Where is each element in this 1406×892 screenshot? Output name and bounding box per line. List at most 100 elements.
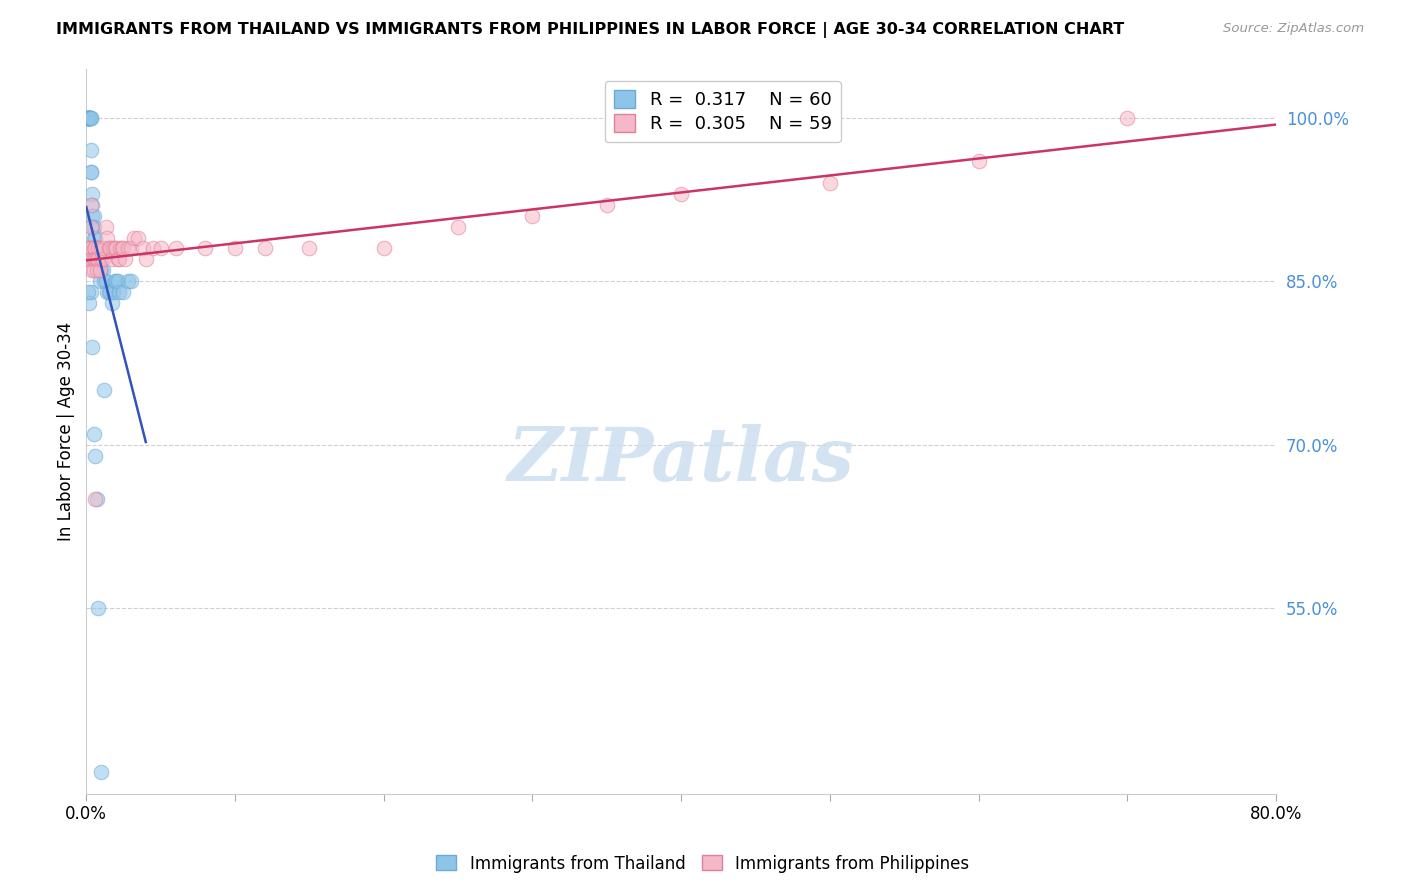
Point <box>94 274 117 288</box>
Point <box>253 242 276 256</box>
Point <box>1116 111 1139 125</box>
Point <box>818 176 841 190</box>
Point <box>100 296 122 310</box>
Point <box>87 601 110 615</box>
Point <box>132 242 155 256</box>
Point <box>87 252 110 267</box>
Point <box>76 111 98 125</box>
Point <box>107 274 129 288</box>
Point <box>107 252 129 267</box>
Point <box>83 242 105 256</box>
Point <box>86 252 108 267</box>
Point <box>105 242 128 256</box>
Point <box>98 285 121 299</box>
Point <box>82 219 104 234</box>
Point <box>83 209 105 223</box>
Point <box>83 263 105 277</box>
Point <box>86 242 108 256</box>
Point <box>82 340 104 354</box>
Point <box>87 242 110 256</box>
Point <box>298 242 321 256</box>
Point <box>82 263 104 277</box>
Point <box>80 242 103 256</box>
Point <box>120 242 142 256</box>
Point <box>82 209 104 223</box>
Point <box>112 242 135 256</box>
Point <box>90 242 112 256</box>
Point <box>108 252 131 267</box>
Point <box>117 242 139 256</box>
Point <box>80 111 103 125</box>
Point <box>194 242 217 256</box>
Point <box>86 263 108 277</box>
Point <box>84 242 107 256</box>
Point <box>87 242 110 256</box>
Point <box>165 242 187 256</box>
Point <box>76 111 98 125</box>
Point <box>84 492 107 507</box>
Point <box>93 242 115 256</box>
Point <box>84 449 107 463</box>
Point <box>108 285 131 299</box>
Point <box>89 274 111 288</box>
Point <box>83 242 105 256</box>
Point <box>89 263 111 277</box>
Point <box>80 165 103 179</box>
Point <box>80 198 103 212</box>
Point <box>100 252 122 267</box>
Point <box>82 198 104 212</box>
Text: IMMIGRANTS FROM THAILAND VS IMMIGRANTS FROM PHILIPPINES IN LABOR FORCE | AGE 30-: IMMIGRANTS FROM THAILAND VS IMMIGRANTS F… <box>56 22 1125 38</box>
Point <box>80 219 103 234</box>
Point <box>101 285 124 299</box>
Point <box>373 242 395 256</box>
Point <box>93 274 115 288</box>
Point <box>77 111 100 125</box>
Point <box>84 252 107 267</box>
Point <box>80 144 103 158</box>
Point <box>90 252 112 267</box>
Point <box>83 252 105 267</box>
Text: Source: ZipAtlas.com: Source: ZipAtlas.com <box>1223 22 1364 36</box>
Point <box>76 252 98 267</box>
Point <box>447 219 470 234</box>
Point <box>84 230 107 244</box>
Point <box>224 242 246 256</box>
Point <box>83 219 105 234</box>
Point <box>90 764 112 779</box>
Point <box>82 186 104 201</box>
Point <box>89 263 111 277</box>
Legend: Immigrants from Thailand, Immigrants from Philippines: Immigrants from Thailand, Immigrants fro… <box>430 848 976 880</box>
Point <box>76 111 98 125</box>
Point <box>120 274 142 288</box>
Point <box>114 252 136 267</box>
Point <box>103 274 125 288</box>
Point <box>77 111 100 125</box>
Point <box>77 111 100 125</box>
Point <box>80 165 103 179</box>
Point <box>86 252 108 267</box>
Point <box>522 209 544 223</box>
Point <box>93 383 115 397</box>
Point <box>82 252 104 267</box>
Point <box>135 252 157 267</box>
Point <box>94 219 117 234</box>
Point <box>79 111 101 125</box>
Point <box>77 111 100 125</box>
Point <box>98 242 121 256</box>
Point <box>967 154 990 169</box>
Point <box>96 285 118 299</box>
Text: ZIPatlas: ZIPatlas <box>508 424 855 496</box>
Point <box>80 285 103 299</box>
Point <box>80 111 103 125</box>
Point <box>669 186 692 201</box>
Point <box>105 274 128 288</box>
Legend: R =  0.317    N = 60, R =  0.305    N = 59: R = 0.317 N = 60, R = 0.305 N = 59 <box>605 81 841 142</box>
Point <box>83 426 105 441</box>
Point <box>96 230 118 244</box>
Point <box>83 230 105 244</box>
Point <box>149 242 172 256</box>
Point <box>77 252 100 267</box>
Point <box>77 296 100 310</box>
Point <box>90 252 112 267</box>
Point <box>142 242 165 256</box>
